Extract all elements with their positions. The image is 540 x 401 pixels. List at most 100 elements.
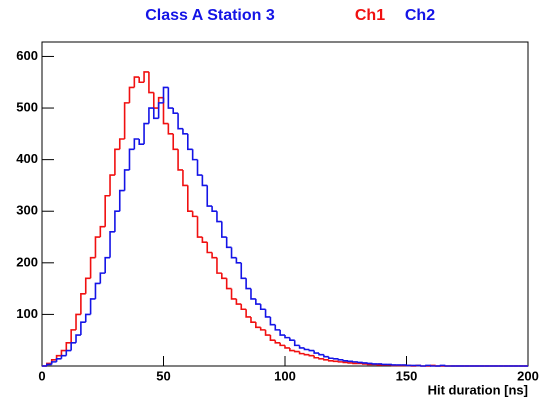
histogram-step [123,169,130,191]
histogram-step [264,329,271,336]
histogram-step [313,355,320,359]
histogram-step [250,316,256,323]
histogram-step [366,362,373,365]
histogram-step [405,364,412,367]
histogram-step [221,221,227,238]
histogram-step [65,341,72,351]
histogram-step [50,361,57,365]
histogram-step [177,113,183,130]
histogram-step [162,97,169,125]
histogram-step [293,340,300,347]
histogram-step [298,345,305,349]
series-ch2 [42,86,528,367]
histogram-step [196,159,203,176]
histogram-step [323,354,329,358]
histogram-step [439,364,446,367]
histogram-step [75,313,81,330]
histogram-step [65,349,72,356]
histogram-step [259,304,266,311]
histogram-step [89,298,96,315]
histogram-step [167,87,174,109]
histogram-step [274,340,281,344]
x-tick-label: 50 [156,368,170,383]
histogram-step [420,365,426,367]
chart-title: Class A Station 3 [145,7,275,24]
histogram-step [274,324,281,331]
histogram-step [221,273,227,280]
histogram-step [352,362,358,365]
histogram-step [133,76,140,88]
histogram-step [225,237,232,249]
x-tick-label: 150 [396,368,418,383]
histogram-step [269,335,276,342]
histogram-step [308,349,315,352]
histogram-step [55,357,62,362]
histogram-step [303,353,310,356]
histogram-step [94,236,101,258]
histogram-step [245,278,251,290]
y-tick-label: 300 [16,203,38,218]
histogram-step [109,231,115,258]
histogram-step [327,356,334,360]
histogram-step [381,363,388,366]
histogram-step [109,174,115,196]
y-tick-label: 100 [16,306,38,321]
histogram-step [89,256,96,279]
histogram-step [361,362,368,364]
histogram-step [284,335,290,339]
histogram-step [172,133,179,151]
histogram-step [225,278,232,290]
histogram-step [255,298,261,305]
histogram-step [143,71,149,83]
histogram-step [318,353,324,356]
histogram-step [187,185,193,213]
histogram-step [80,321,86,336]
y-tick-label: 200 [16,254,38,269]
histogram-step [123,102,130,139]
histogram-step [230,247,237,259]
histogram-step [60,354,67,359]
histogram-step [60,349,67,356]
legend-label: Ch2 [405,7,435,24]
histogram-step [196,216,203,238]
histogram-step [245,309,251,318]
histogram-step [430,365,436,367]
histogram-step [230,288,237,300]
histogram-step [206,185,213,207]
histogram-step [118,189,125,212]
histogram-step [148,107,154,124]
histogram-step [347,360,354,363]
histogram-step [313,350,320,354]
y-tick-label: 600 [16,48,38,63]
histogram-step [99,272,106,284]
histogram-step [279,329,285,336]
histogram-step [128,86,135,103]
histogram-step [206,242,213,254]
histogram-step [425,364,431,367]
histogram-step [235,257,242,264]
histogram-step [187,133,193,151]
histogram-step [167,123,174,135]
histogram-step [128,148,135,170]
histogram-step [259,327,266,331]
x-tick-label: 100 [274,368,296,383]
legend-label: Ch1 [355,7,385,24]
histogram-step [182,128,188,135]
histogram-step [357,361,363,364]
histogram-step [284,345,290,349]
histogram-step [337,358,344,361]
histogram-step [104,256,111,274]
histogram-step [289,347,295,352]
histogram-step [148,71,154,94]
histogram-step [118,138,125,150]
x-tick-label: 0 [38,368,45,383]
histogram-step [327,359,334,362]
histogram-step [172,108,179,114]
histogram-step [201,237,208,243]
histogram-step [201,175,208,187]
plot-frame [41,41,529,367]
histogram-step [84,277,91,294]
histogram-step [240,262,247,280]
histogram-step [84,313,91,323]
